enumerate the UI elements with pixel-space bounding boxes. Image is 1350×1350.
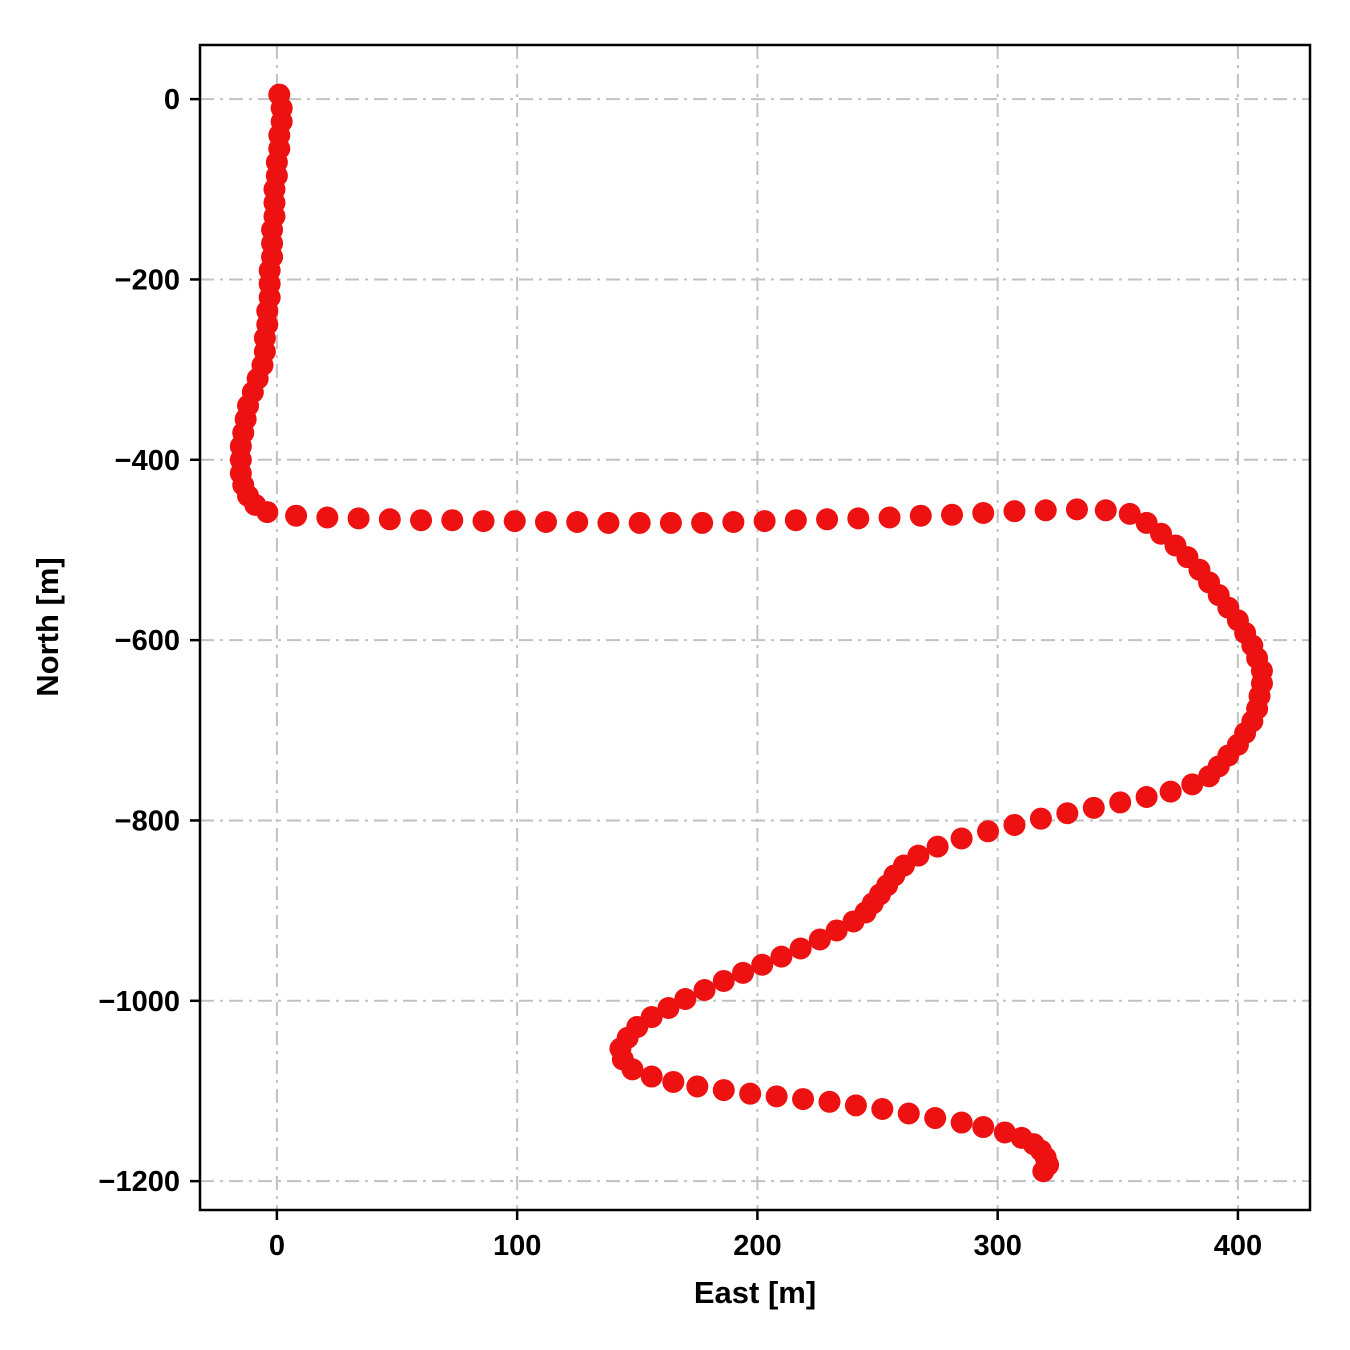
- trajectory-point: [686, 1075, 709, 1098]
- trajectory-point: [1159, 780, 1182, 803]
- y-tick-label: 0: [164, 84, 180, 116]
- trajectory-point: [950, 1111, 973, 1134]
- x-axis-label: East [m]: [694, 1275, 816, 1310]
- x-tick-label: 200: [733, 1230, 781, 1262]
- trajectory-point: [731, 961, 754, 984]
- trajectory-point: [950, 827, 973, 850]
- trajectory-point: [378, 508, 401, 531]
- trajectory-point: [316, 506, 339, 529]
- y-tick-label: −800: [115, 805, 180, 837]
- trajectory-point: [789, 937, 812, 960]
- grid-lines: [200, 45, 1310, 1210]
- trajectory-point: [792, 1088, 815, 1111]
- trajectory-point: [597, 511, 620, 534]
- trajectory-point: [977, 820, 1000, 843]
- trajectory-point: [847, 507, 870, 530]
- trajectory-point: [640, 1065, 663, 1088]
- trajectory-point: [808, 928, 831, 951]
- trajectory-point: [924, 1107, 947, 1130]
- axis-ticks: [190, 97, 1240, 1220]
- trajectory-point: [662, 1070, 685, 1093]
- trajectory-point: [441, 509, 464, 532]
- trajectory-point: [347, 507, 370, 530]
- trajectory-point: [816, 508, 839, 531]
- y-axis-label: North [m]: [30, 557, 65, 696]
- trajectory-point: [657, 997, 680, 1020]
- trajectory-point: [972, 501, 995, 524]
- trajectory-point: [503, 510, 526, 533]
- trajectory-point: [693, 978, 716, 1001]
- trajectory-point: [285, 504, 308, 527]
- trajectory-point: [1065, 498, 1088, 521]
- trajectory-point: [909, 504, 932, 527]
- trajectory-point: [1029, 807, 1052, 830]
- trajectory-point: [1109, 791, 1132, 814]
- trajectory-point: [993, 1121, 1016, 1144]
- trajectory-point: [897, 1102, 920, 1125]
- trajectory-point: [1181, 773, 1204, 796]
- x-tick-label: 100: [493, 1230, 541, 1262]
- trajectory-point: [1135, 786, 1158, 809]
- trajectory-point: [878, 506, 901, 529]
- trajectory-point: [410, 509, 433, 532]
- trajectory-point: [941, 503, 964, 526]
- y-tick-label: −400: [115, 445, 180, 477]
- y-tick-label: −1000: [99, 986, 180, 1018]
- trajectory-point: [751, 953, 774, 976]
- trajectory-point: [674, 988, 697, 1011]
- trajectory-point: [1003, 500, 1026, 523]
- trajectory-point: [1003, 813, 1026, 836]
- trajectory-point: [1198, 765, 1221, 788]
- x-tick-label: 300: [973, 1230, 1021, 1262]
- tick-labels: 0 100 200 300 400 0 −200 −400 −600 −800 −1000 −1200: [99, 84, 1263, 1262]
- trajectory-point: [926, 835, 949, 858]
- trajectory-point: [621, 1058, 644, 1081]
- trajectory-point: [784, 509, 807, 532]
- trajectory-point: [972, 1116, 995, 1139]
- trajectory-point: [659, 511, 682, 534]
- trajectory-point: [1118, 502, 1141, 525]
- trajectory-point: [753, 510, 776, 533]
- trajectory-point: [472, 510, 495, 533]
- y-tick-label: −1200: [99, 1166, 180, 1198]
- trajectory-point: [818, 1090, 841, 1113]
- trajectory-point: [712, 969, 735, 992]
- trajectory-point: [1082, 796, 1105, 819]
- trajectory-point: [825, 919, 848, 942]
- y-tick-label: −200: [115, 264, 180, 296]
- trajectory-point: [765, 1085, 788, 1108]
- x-tick-label: 400: [1214, 1230, 1262, 1262]
- trajectory-point: [1094, 499, 1117, 522]
- trajectory-point: [534, 511, 557, 534]
- trajectory-point: [871, 1098, 894, 1121]
- trajectory-point: [739, 1082, 762, 1105]
- y-tick-label: −600: [115, 625, 180, 657]
- trajectory-point: [691, 511, 714, 534]
- trajectory-point: [844, 1094, 867, 1117]
- trajectory-point: [256, 501, 279, 524]
- trajectory-point: [1056, 802, 1079, 825]
- trajectory-points: [229, 83, 1273, 1183]
- trajectory-point: [722, 511, 745, 534]
- trajectory-point: [1032, 1160, 1055, 1183]
- x-tick-label: 0: [269, 1230, 285, 1262]
- trajectory-point: [628, 511, 651, 534]
- trajectory-point: [770, 945, 793, 968]
- axes-border: [198, 43, 1312, 1212]
- trajectory-point: [712, 1079, 735, 1102]
- trajectory-point: [842, 910, 865, 933]
- trajectory-point: [1034, 499, 1057, 522]
- trajectory-point: [566, 511, 589, 534]
